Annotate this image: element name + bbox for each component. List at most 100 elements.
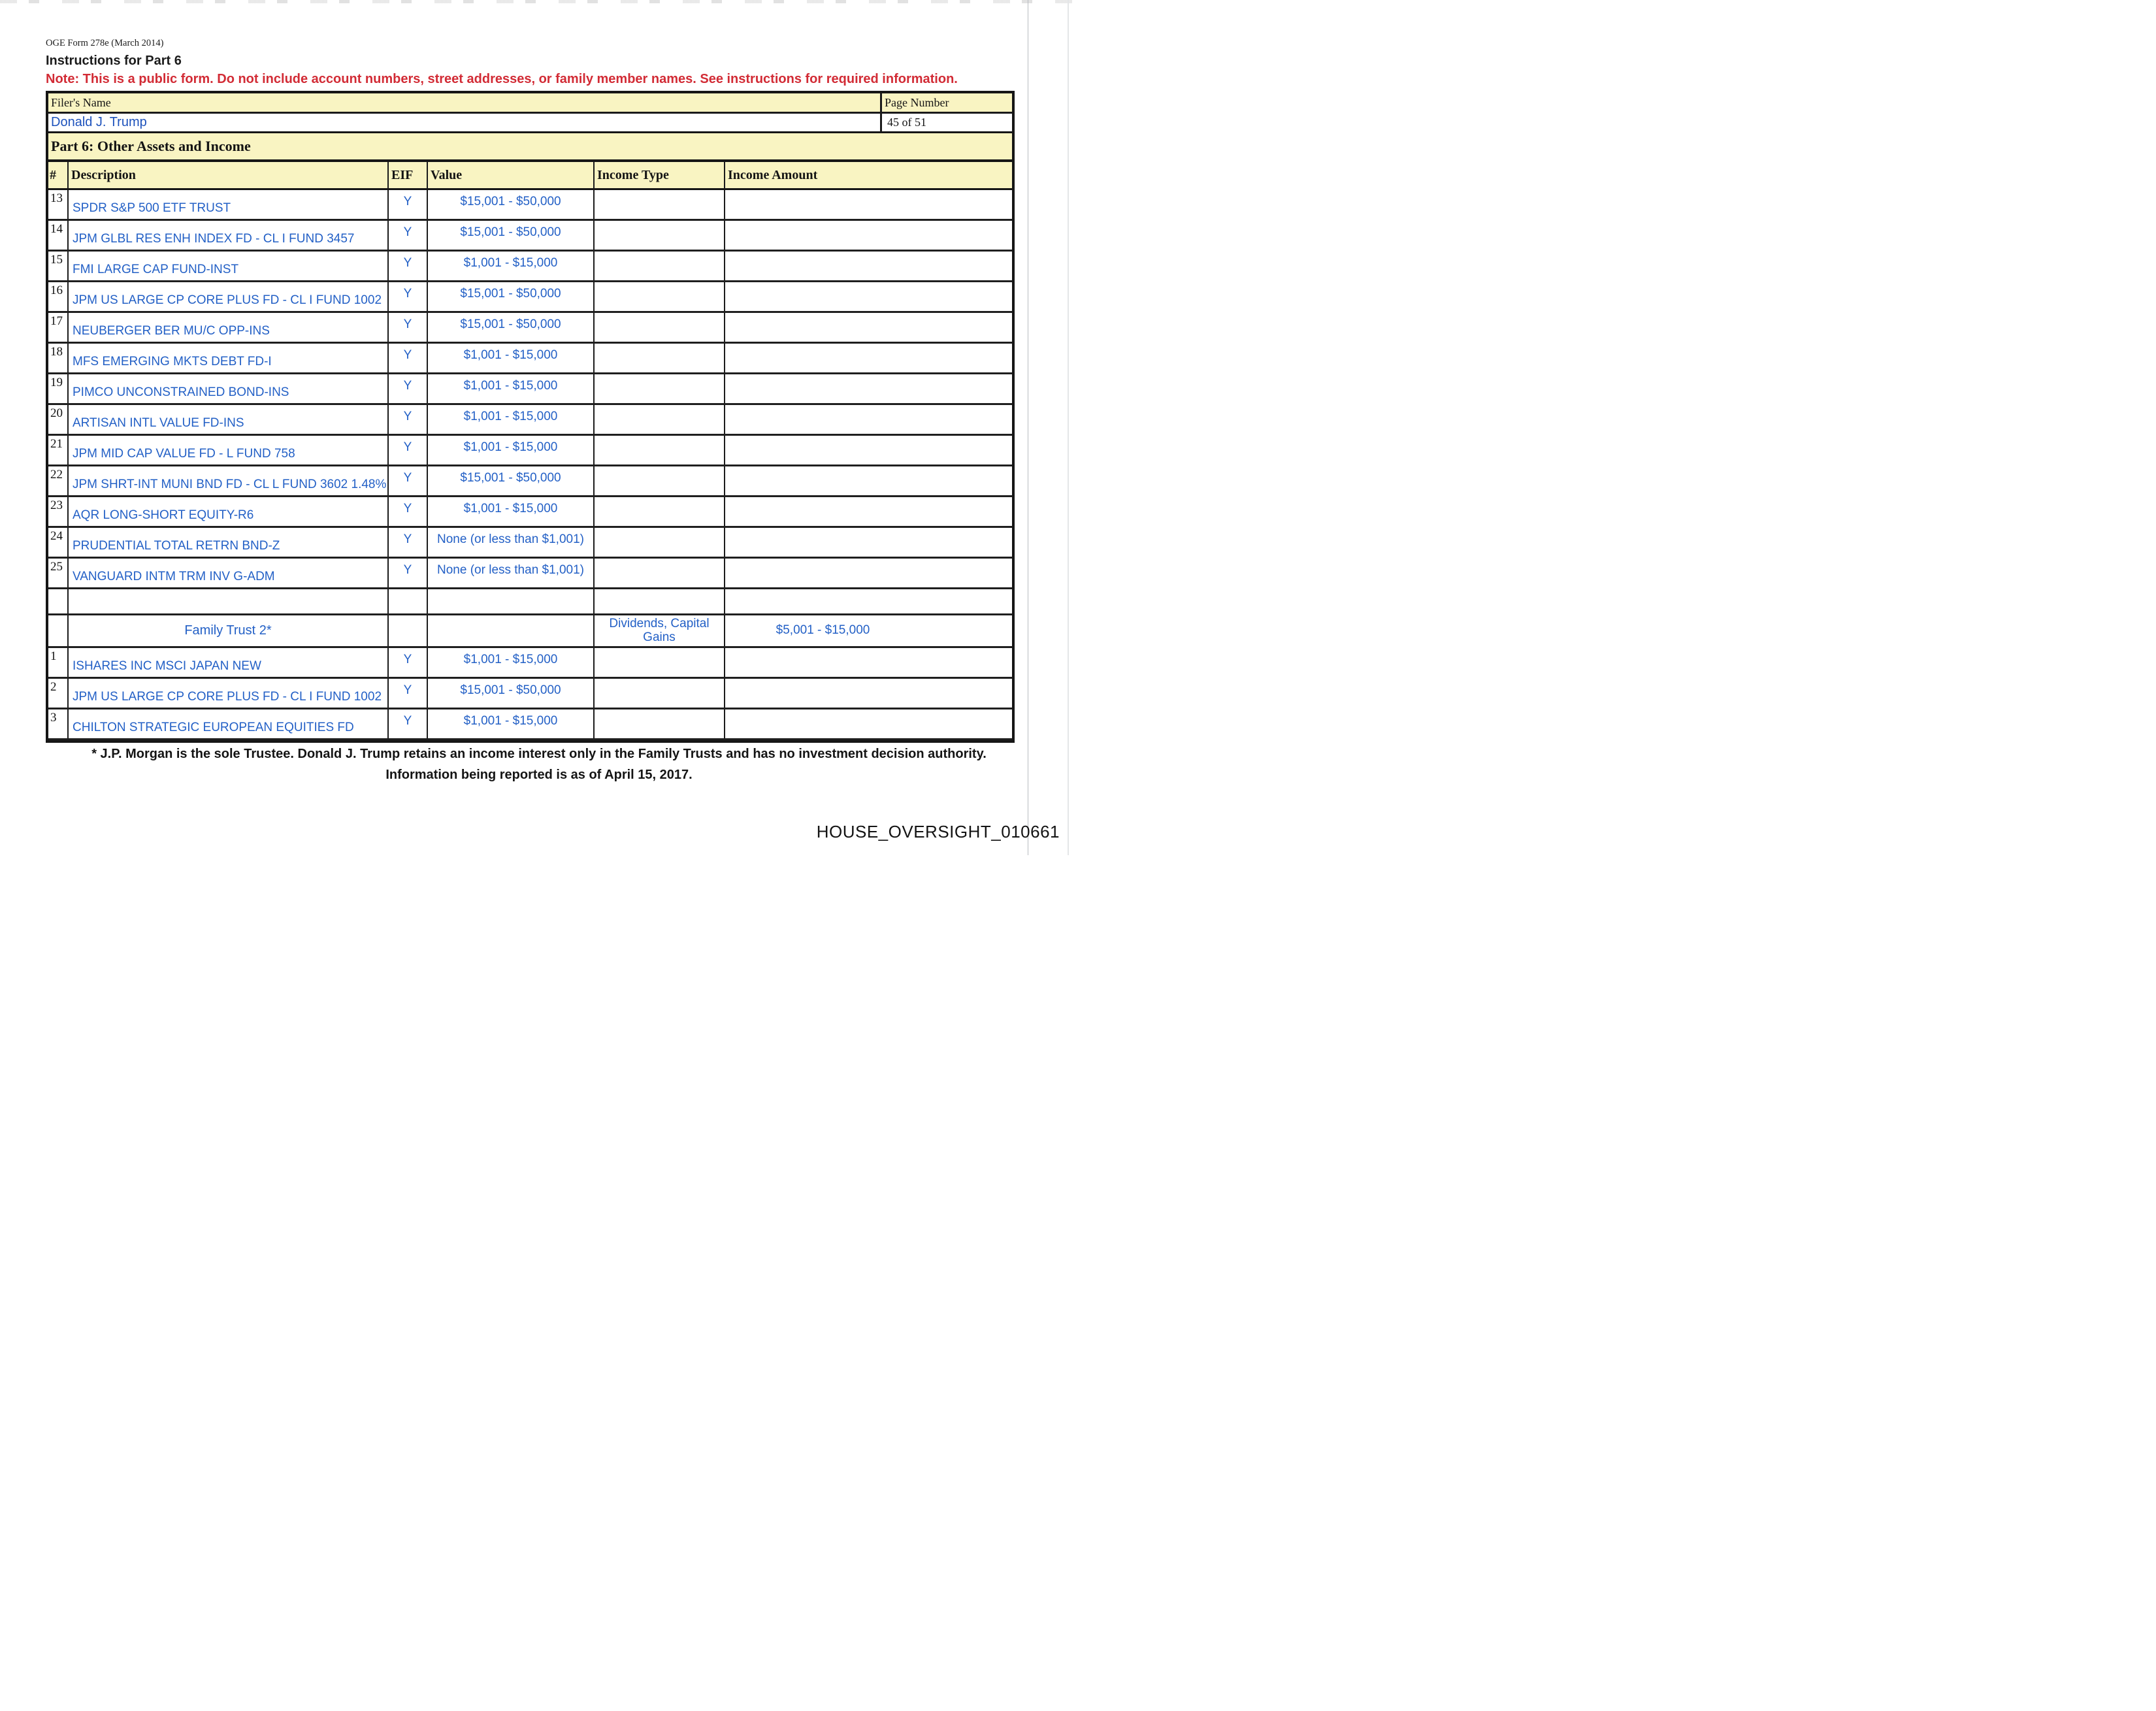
filer-name-label-cell: Filer's Name bbox=[48, 93, 880, 112]
cell-value: $15,001 - $50,000 bbox=[427, 189, 594, 221]
part6-title: Part 6: Other Assets and Income bbox=[48, 131, 1012, 159]
cell-income-amount bbox=[724, 708, 1012, 740]
cell-value: $1,001 - $15,000 bbox=[427, 250, 594, 282]
cell-num: 17 bbox=[48, 312, 68, 344]
cell-income-type bbox=[593, 342, 725, 374]
cell-num: 15 bbox=[48, 250, 68, 282]
cell-desc: JPM MID CAP VALUE FD - L FUND 758 bbox=[67, 434, 388, 466]
cell-eif: Y bbox=[387, 557, 427, 589]
cell-desc: ARTISAN INTL VALUE FD-INS bbox=[67, 404, 388, 436]
cell-value bbox=[427, 614, 594, 648]
cell-income-amount bbox=[724, 189, 1012, 221]
cell-eif: Y bbox=[387, 527, 427, 559]
filer-name-label: Filer's Name bbox=[51, 95, 111, 109]
trust-group-row: Family Trust 2* Dividends, Capital Gains $… bbox=[48, 614, 1012, 648]
cell-income-type bbox=[593, 434, 725, 466]
cell-num: 1 bbox=[48, 647, 68, 679]
cell-income-type bbox=[593, 220, 725, 252]
asset-row: 22 JPM SHRT-INT MUNI BND FD - CL L FUND 3… bbox=[48, 465, 1012, 497]
cell-value: $15,001 - $50,000 bbox=[427, 220, 594, 252]
cell-num: 14 bbox=[48, 220, 68, 252]
trustee-footnote: * J.P. Morgan is the sole Trustee. Donal… bbox=[91, 747, 987, 761]
cell-income-amount bbox=[724, 312, 1012, 344]
cell-value: $1,001 - $15,000 bbox=[427, 342, 594, 374]
cell-eif: Y bbox=[387, 281, 427, 313]
cell-income-amount bbox=[724, 342, 1012, 374]
cell-income-amount bbox=[724, 250, 1012, 282]
cell-income-amount bbox=[724, 220, 1012, 252]
asset-row: 20 ARTISAN INTL VALUE FD-INS Y $1,001 - $15… bbox=[48, 404, 1012, 436]
column-header-row: # Description EIF Value Income Type Inco… bbox=[48, 161, 1012, 190]
empty-row bbox=[48, 588, 1012, 615]
cell-value: $15,001 - $50,000 bbox=[427, 465, 594, 497]
cell-desc: PRUDENTIAL TOTAL RETRN BND-Z bbox=[67, 527, 388, 559]
cell-eif: Y bbox=[387, 220, 427, 252]
cell-value bbox=[427, 588, 594, 615]
cell-eif: Y bbox=[387, 496, 427, 528]
cell-income-type bbox=[593, 588, 725, 615]
cell-income-type bbox=[593, 189, 725, 221]
cell-value: $15,001 - $50,000 bbox=[427, 281, 594, 313]
cell-income-amount bbox=[724, 557, 1012, 589]
cell-income-type: Dividends, Capital Gains bbox=[593, 614, 725, 648]
cell-income-amount bbox=[724, 527, 1012, 559]
cell-desc: MFS EMERGING MKTS DEBT FD-I bbox=[67, 342, 388, 374]
asset-row: 15 FMI LARGE CAP FUND-INST Y $1,001 - $15,0… bbox=[48, 250, 1012, 282]
cell-num: 16 bbox=[48, 281, 68, 313]
cell-eif: Y bbox=[387, 312, 427, 344]
cell-income-amount: $5,001 - $15,000 bbox=[724, 614, 1012, 648]
cell-value: $1,001 - $15,000 bbox=[427, 496, 594, 528]
cell-income-amount bbox=[724, 373, 1012, 405]
col-header-income-amount: Income Amount bbox=[724, 161, 1012, 190]
cell-eif: Y bbox=[387, 465, 427, 497]
page-number-value: 45 of 51 bbox=[887, 116, 926, 129]
asset-row: 25 VANGUARD INTM TRM INV G-ADM Y None (or l… bbox=[48, 557, 1012, 589]
cell-income-type bbox=[593, 250, 725, 282]
cell-eif: Y bbox=[387, 708, 427, 740]
cell-desc: SPDR S&P 500 ETF TRUST bbox=[67, 189, 388, 221]
col-header-value: Value bbox=[427, 161, 594, 190]
col-header-num: # bbox=[48, 161, 68, 190]
cell-num bbox=[48, 588, 68, 615]
cell-num: 24 bbox=[48, 527, 68, 559]
cell-desc: NEUBERGER BER MU/C OPP-INS bbox=[67, 312, 388, 344]
cell-eif bbox=[387, 588, 427, 615]
cell-income-amount bbox=[724, 404, 1012, 436]
cell-eif: Y bbox=[387, 250, 427, 282]
cell-eif: Y bbox=[387, 404, 427, 436]
cell-income-amount bbox=[724, 588, 1012, 615]
cell-income-amount bbox=[724, 677, 1012, 709]
asset-row: 17 NEUBERGER BER MU/C OPP-INS Y $15,001 - $… bbox=[48, 312, 1012, 344]
asset-row: 21 JPM MID CAP VALUE FD - L FUND 758 Y $1,0… bbox=[48, 434, 1012, 466]
cell-num: 3 bbox=[48, 708, 68, 740]
reporting-date-footnote: Information being reported is as of Apri… bbox=[385, 768, 693, 782]
cell-num: 23 bbox=[48, 496, 68, 528]
page-number-label: Page Number bbox=[885, 95, 949, 109]
cell-desc: ISHARES INC MSCI JAPAN NEW bbox=[67, 647, 388, 679]
cell-income-amount bbox=[724, 496, 1012, 528]
asset-row: 18 MFS EMERGING MKTS DEBT FD-I Y $1,001 - $… bbox=[48, 342, 1012, 374]
cell-desc: JPM SHRT-INT MUNI BND FD - CL L FUND 360… bbox=[67, 465, 388, 497]
filer-name-value-cell: Donald J. Trump bbox=[48, 112, 880, 131]
cell-num: 21 bbox=[48, 434, 68, 466]
asset-row: 14 JPM GLBL RES ENH INDEX FD - CL I FUND … bbox=[48, 220, 1012, 252]
cell-value: $15,001 - $50,000 bbox=[427, 677, 594, 709]
cell-desc: PIMCO UNCONSTRAINED BOND-INS bbox=[67, 373, 388, 405]
cell-desc: Family Trust 2* bbox=[67, 614, 388, 648]
cell-income-amount bbox=[724, 465, 1012, 497]
cell-value: $1,001 - $15,000 bbox=[427, 708, 594, 740]
cell-eif: Y bbox=[387, 677, 427, 709]
cell-num: 25 bbox=[48, 557, 68, 589]
cell-desc: AQR LONG-SHORT EQUITY-R6 bbox=[67, 496, 388, 528]
cell-num: 18 bbox=[48, 342, 68, 374]
cell-value: None (or less than $1,001) bbox=[427, 557, 594, 589]
cell-eif bbox=[387, 614, 427, 648]
page-number-value-cell: 45 of 51 bbox=[880, 112, 1012, 131]
house-oversight-watermark: HOUSE_OVERSIGHT_010661 bbox=[816, 822, 1060, 841]
cell-eif: Y bbox=[387, 373, 427, 405]
scan-noise-strip bbox=[0, 0, 1078, 3]
asset-row: 13 SPDR S&P 500 ETF TRUST Y $15,001 - $50,0… bbox=[48, 189, 1012, 221]
cell-income-type bbox=[593, 312, 725, 344]
asset-row: 2 JPM US LARGE CP CORE PLUS FD - CL I FUN… bbox=[48, 677, 1012, 709]
cell-desc: FMI LARGE CAP FUND-INST bbox=[67, 250, 388, 282]
